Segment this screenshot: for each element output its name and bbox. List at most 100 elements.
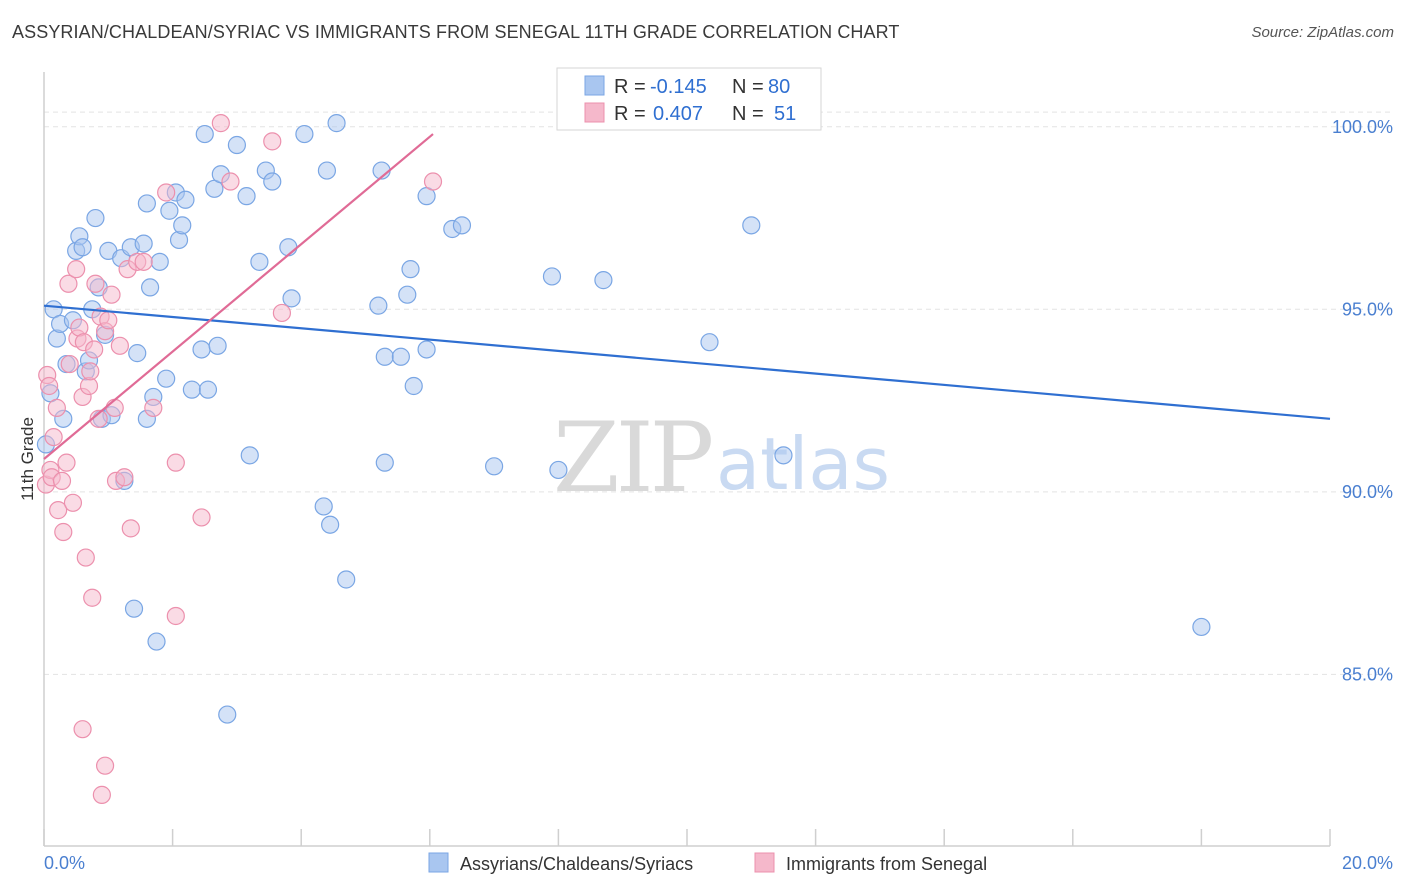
legend-swatch-blue [584, 75, 605, 96]
watermark-atlas: atlas [716, 422, 890, 506]
legend-n-value-pink: 51 [774, 103, 796, 125]
scatter-point-assyrians [542, 267, 562, 286]
scatter-point-senegal [192, 508, 211, 527]
bottom-legend-label-pink: Immigrants from Senegal [786, 854, 987, 874]
watermark: ZIP atlas [553, 402, 890, 514]
scatter-point-assyrians [160, 201, 179, 220]
scatter-point-senegal [102, 285, 121, 304]
scatter-point-senegal [157, 183, 176, 202]
scatter-point-assyrians [452, 216, 472, 235]
legend-r-label-pink: R = [614, 103, 646, 125]
y-tick-label: 100.0% [1332, 117, 1393, 137]
bottom-legend-swatch-blue [428, 852, 449, 873]
bottom-legend: Assyrians/Chaldeans/Syriacs Immigrants f… [428, 852, 987, 874]
scatter-point-senegal [81, 362, 100, 381]
scatter-point-senegal [144, 398, 163, 417]
scatter-point-assyrians [195, 124, 214, 144]
scatter-point-senegal [110, 336, 129, 355]
scatter-point-assyrians [140, 278, 160, 297]
scatter-point-assyrians [124, 599, 144, 618]
chart-title: ASSYRIAN/CHALDEAN/SYRIAC VS IMMIGRANTS F… [12, 22, 900, 42]
scatter-point-assyrians [240, 446, 259, 465]
scatter-point-senegal [221, 172, 240, 191]
scatter-point-senegal [73, 720, 92, 739]
scatter-point-senegal [85, 340, 104, 359]
scatter-point-senegal [47, 398, 66, 417]
scatter-point-senegal [76, 548, 95, 567]
scatter-point-assyrians [237, 187, 256, 206]
x-tick-label-max: 20.0% [1342, 853, 1393, 873]
scatter-point-senegal [60, 354, 79, 374]
scatter-point-assyrians [73, 238, 92, 257]
series-senegal-points [36, 114, 443, 804]
trend-lines [43, 133, 1331, 460]
bottom-legend-swatch-pink [754, 852, 775, 873]
scatter-point-assyrians [369, 296, 388, 315]
scatter-point-assyrians [176, 190, 195, 209]
scatter-point-senegal [95, 756, 115, 775]
scatter-point-assyrians [86, 208, 105, 228]
scatter-point-senegal [54, 522, 73, 542]
scatter-point-assyrians [700, 333, 719, 352]
scatter-point-senegal [99, 311, 118, 330]
scatter-point-assyrians [401, 260, 420, 279]
scatter-point-senegal [59, 274, 78, 293]
scatter-point-senegal [86, 274, 105, 293]
scatter-point-assyrians [375, 453, 394, 472]
scatter-point-assyrians [549, 460, 568, 480]
scatter-point-assyrians [398, 285, 417, 304]
scatter-point-assyrians [375, 347, 394, 366]
scatter-point-senegal [134, 252, 153, 271]
scatter-point-assyrians [150, 252, 169, 271]
scatter-point-senegal [423, 172, 443, 191]
scatter-point-assyrians [321, 515, 340, 534]
scatter-point-assyrians [404, 376, 423, 396]
scatter-point-assyrians [1192, 617, 1211, 637]
scatter-point-senegal [67, 260, 86, 279]
y-axis-label: 11th Grade [18, 417, 37, 501]
scatter-point-senegal [115, 468, 134, 487]
scatter-point-assyrians [218, 705, 237, 724]
trend-line-senegal [43, 133, 434, 460]
scatter-point-assyrians [227, 135, 246, 155]
scatter-point-assyrians [128, 344, 147, 363]
scatter-point-assyrians [198, 380, 218, 399]
legend-r-value-blue: -0.145 [650, 76, 707, 98]
legend-n-value-blue: 80 [768, 76, 790, 98]
scatter-point-senegal [63, 493, 83, 512]
trend-line-assyrians [43, 304, 1331, 420]
scatter-point-assyrians [147, 632, 166, 651]
x-tick-label-min: 0.0% [44, 853, 85, 873]
scatter-point-assyrians [295, 124, 314, 144]
scatter-point-assyrians [157, 369, 176, 388]
x-tick-marks [43, 829, 1331, 846]
scatter-point-senegal [105, 398, 124, 417]
scatter-point-senegal [166, 453, 185, 472]
scatter-point-senegal [40, 376, 59, 396]
scatter-point-assyrians [282, 289, 301, 308]
scatter-point-senegal [44, 427, 63, 447]
scatter-point-senegal [83, 588, 102, 607]
scatter-point-senegal [57, 453, 76, 472]
scatter-point-assyrians [134, 234, 153, 253]
legend-r-value-pink: 0.407 [653, 103, 703, 125]
scatter-point-senegal [166, 606, 185, 626]
scatter-point-assyrians [182, 380, 201, 399]
scatter-point-senegal [49, 501, 68, 520]
scatter-point-assyrians [317, 161, 337, 180]
y-tick-label: 90.0% [1342, 482, 1393, 502]
scatter-point-senegal [272, 303, 292, 323]
scatter-point-assyrians [263, 172, 282, 191]
scatter-point-assyrians [208, 336, 227, 355]
scatter-point-assyrians [327, 114, 346, 133]
scatter-point-assyrians [192, 340, 211, 359]
y-tick-labels: 85.0% 90.0% 95.0% 100.0% [1332, 117, 1393, 685]
y-tick-label: 95.0% [1342, 299, 1393, 319]
bottom-legend-label-blue: Assyrians/Chaldeans/Syriacs [460, 854, 693, 874]
scatter-point-assyrians [314, 497, 333, 516]
scatter-point-assyrians [391, 347, 410, 366]
scatter-point-assyrians [774, 446, 793, 465]
y-tick-label: 85.0% [1342, 664, 1393, 684]
scatter-point-senegal [121, 519, 140, 538]
